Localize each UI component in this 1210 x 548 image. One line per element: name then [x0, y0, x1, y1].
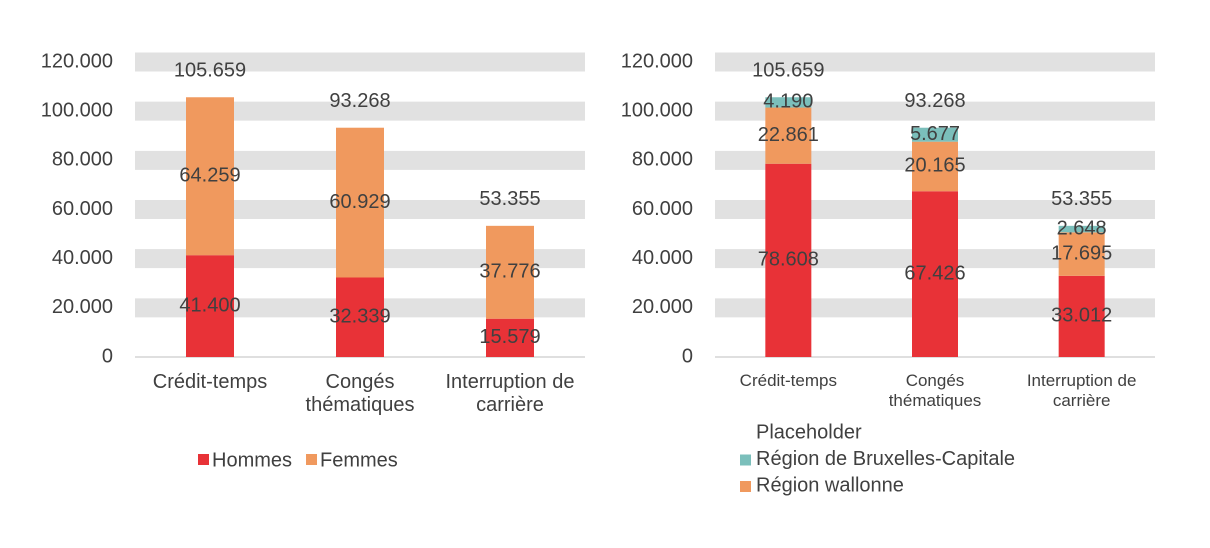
data-label: 15.579 [479, 326, 540, 348]
y-tick-label: 120.000 [621, 50, 693, 72]
bar-segment [1058, 232, 1105, 276]
data-label: 20.165 [904, 155, 965, 177]
legend-label: Placeholder [756, 421, 862, 443]
y-tick-label: 120.000 [41, 50, 113, 72]
y-tick-label: 60.000 [52, 198, 113, 220]
bar-segment [765, 163, 812, 357]
bar-segment [186, 97, 234, 256]
bar-segment [1058, 275, 1105, 357]
bar-segment [336, 127, 384, 278]
data-label: 33.012 [1051, 305, 1112, 327]
y-tick-label: 0 [102, 345, 113, 367]
y-tick-label: 60.000 [632, 198, 693, 220]
data-label: 60.929 [329, 191, 390, 213]
y-tick-label: 20.000 [52, 296, 113, 318]
legend-swatch [198, 454, 209, 465]
legend-label: Hommes [212, 449, 292, 471]
y-tick-label: 80.000 [632, 149, 693, 171]
y-tick-label: 80.000 [52, 149, 113, 171]
total-label: 53.355 [1051, 188, 1112, 210]
legend-swatch [306, 454, 318, 465]
data-label: 4.190 [763, 91, 813, 113]
bar-segment [912, 141, 958, 192]
legend-label: Région de Bruxelles-Capitale [756, 448, 1015, 470]
data-label: 2.648 [1057, 217, 1107, 239]
x-tick-label: Interruption de carrière [445, 371, 575, 416]
x-tick-label: Interruption de carrière [1026, 371, 1137, 410]
total-label: 105.659 [752, 60, 824, 82]
total-label: 93.268 [904, 90, 965, 112]
y-tick-label: 100.000 [621, 99, 693, 121]
data-label: 37.776 [479, 261, 540, 283]
y-tick-label: 20.000 [632, 296, 693, 318]
y-tick-label: 100.000 [41, 99, 113, 121]
y-tick-label: 40.000 [632, 247, 693, 269]
bar-segment [486, 318, 534, 357]
data-label: 67.426 [904, 262, 965, 284]
data-label: 64.259 [179, 165, 240, 187]
data-label: 5.677 [910, 123, 960, 145]
x-tick-label: Congés thématiques [305, 371, 415, 416]
bar-segment [336, 277, 384, 357]
data-label: 17.695 [1051, 242, 1112, 264]
y-tick-label: 0 [682, 345, 693, 367]
data-label: 41.400 [179, 294, 240, 316]
legend-swatch [740, 454, 751, 466]
bar-segment [1058, 225, 1105, 233]
y-tick-label: 40.000 [52, 247, 113, 269]
x-tick-label: Congés thématiques [888, 371, 982, 410]
total-label: 93.268 [329, 90, 390, 112]
bar-segment [186, 255, 234, 357]
bar-segment [765, 107, 812, 164]
bar-segment [765, 97, 812, 108]
data-label: 32.339 [329, 306, 390, 328]
data-label: 78.608 [758, 249, 819, 271]
bar-segment [912, 127, 958, 142]
data-label: 22.861 [758, 124, 819, 146]
total-label: 105.659 [174, 60, 246, 82]
bar-segment [486, 225, 534, 319]
total-label: 53.355 [479, 188, 540, 210]
legend-label: Femmes [320, 449, 398, 471]
x-tick-label: Crédit-temps [739, 371, 837, 390]
x-tick-label: Crédit-temps [152, 371, 268, 393]
bar-segment [912, 191, 958, 357]
legend-label: Région wallonne [756, 474, 904, 496]
legend-swatch [740, 481, 751, 492]
